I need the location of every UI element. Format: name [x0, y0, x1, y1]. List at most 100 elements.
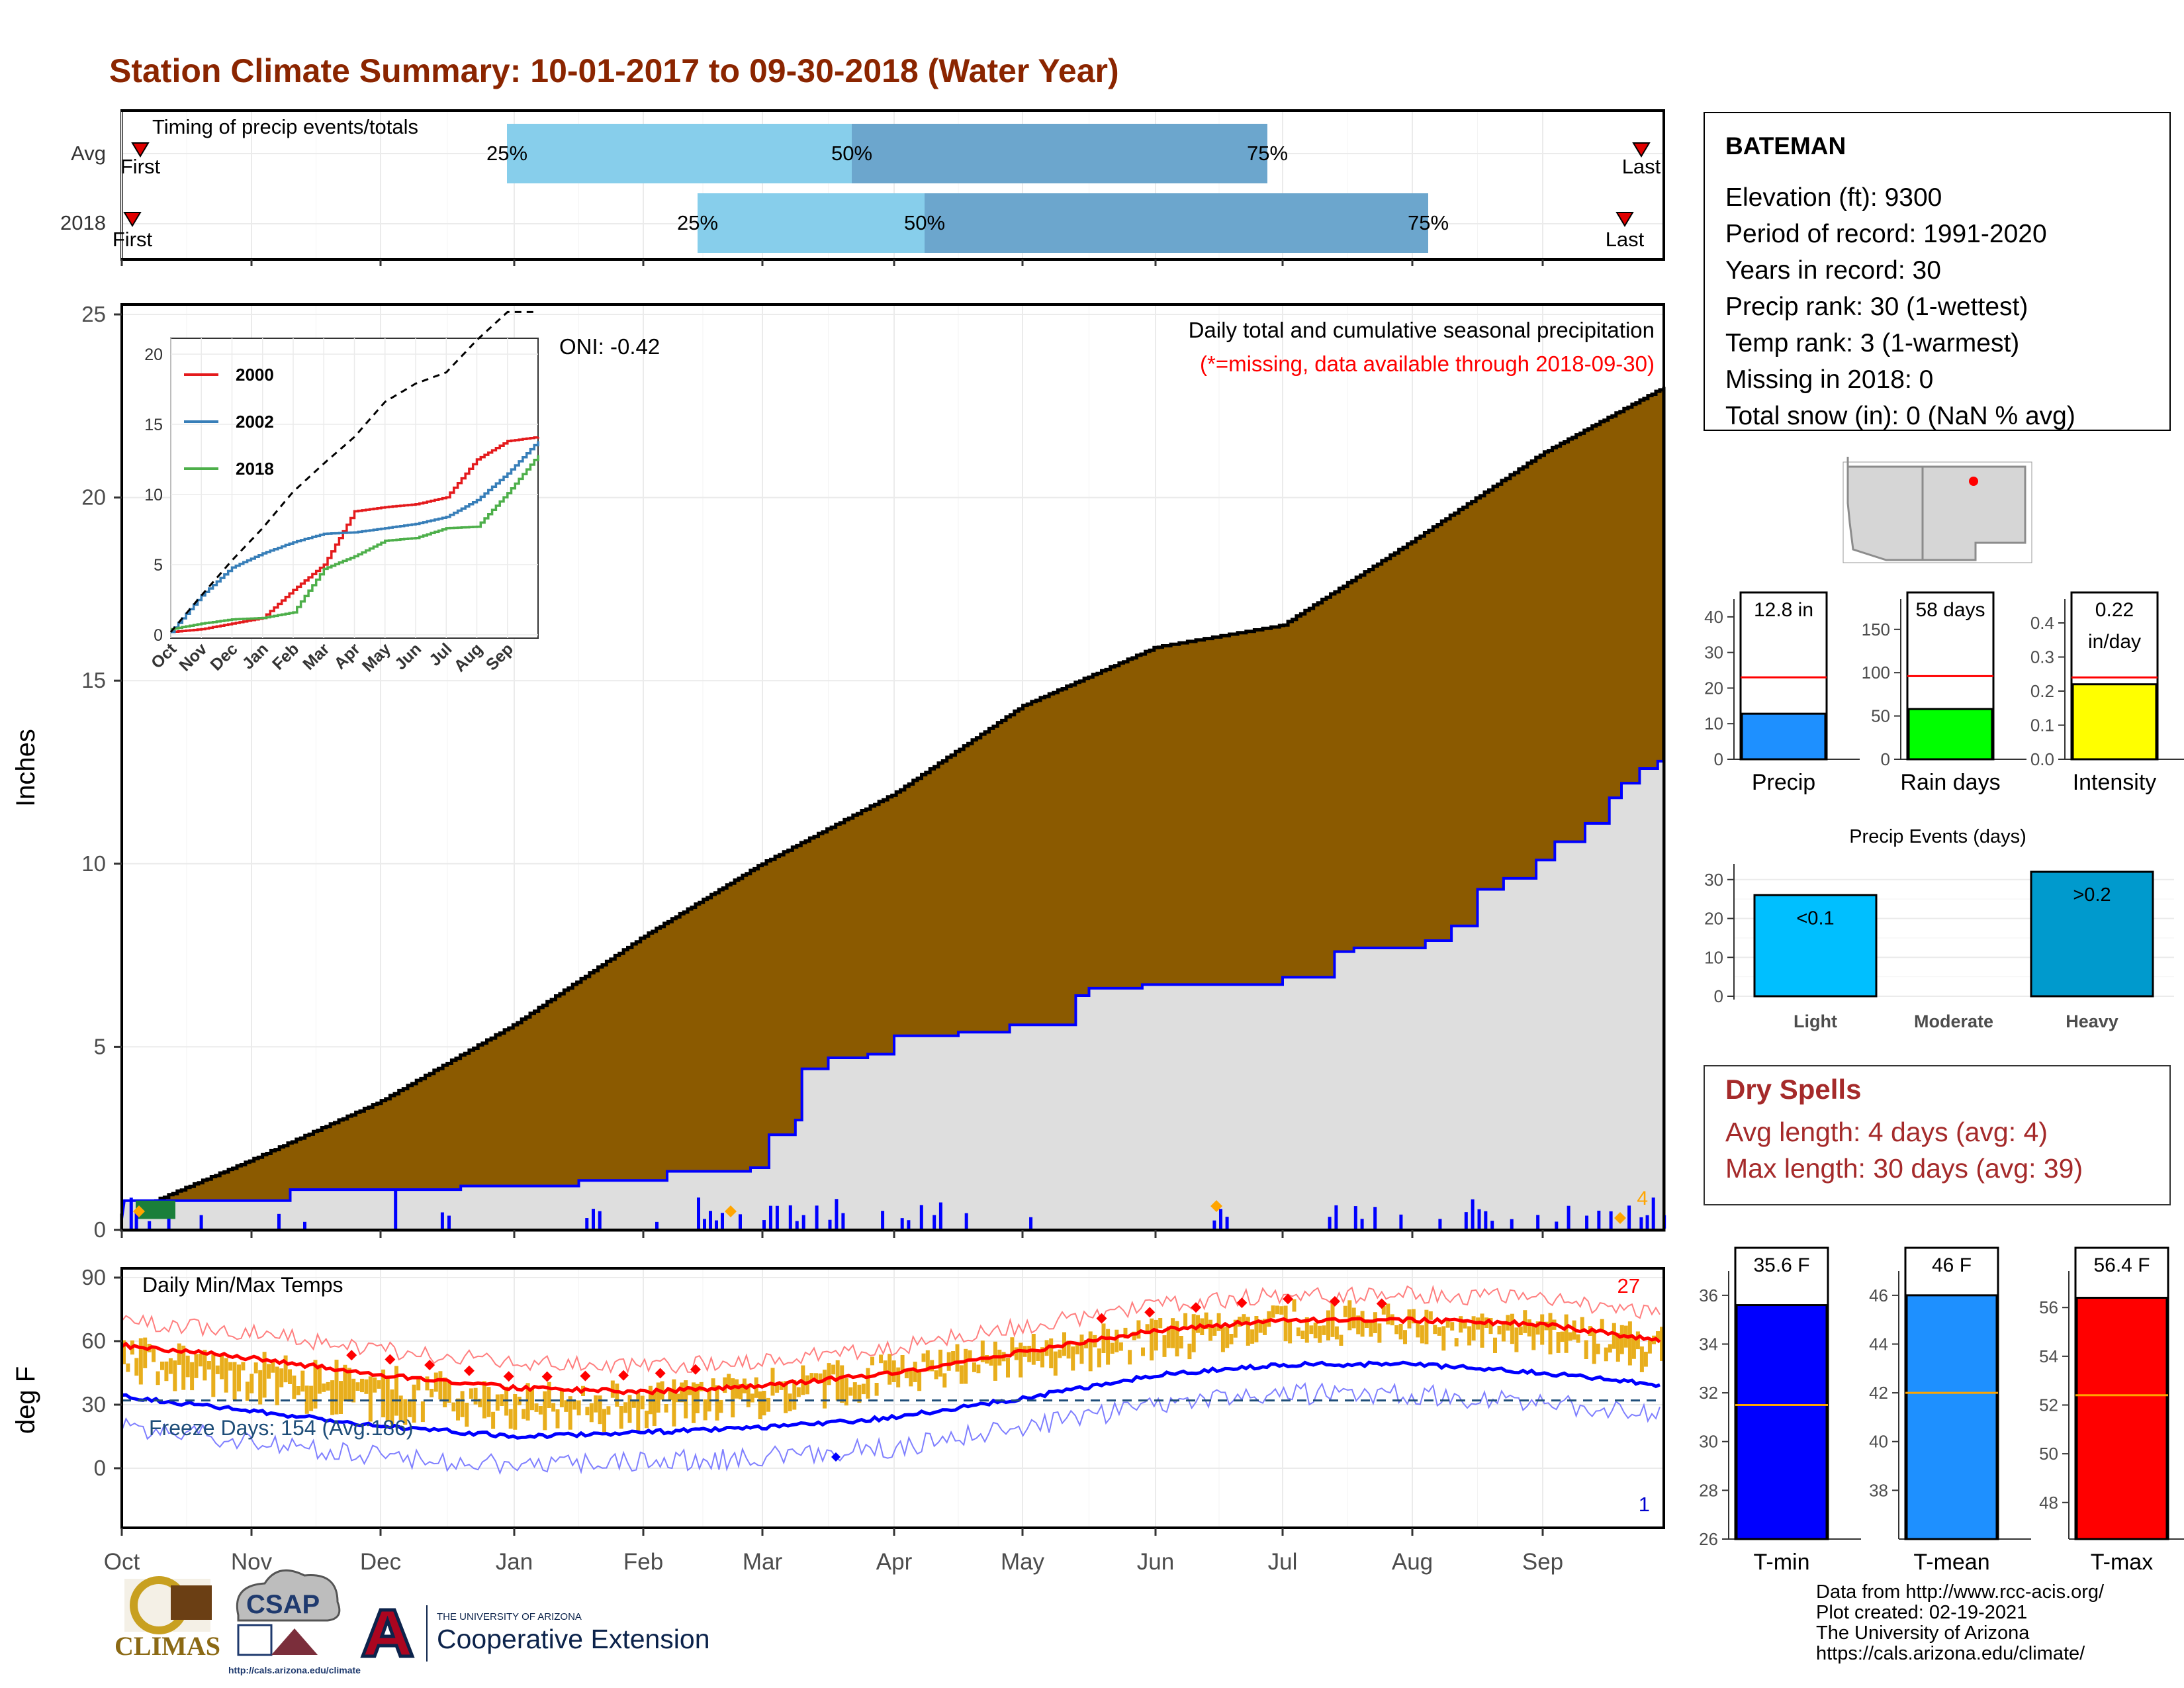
record-high-marker	[1376, 1298, 1387, 1309]
daily-temp-bar	[1123, 1327, 1128, 1338]
month-tick-label: Aug	[1392, 1549, 1433, 1575]
small-y-tick-label: 0.1	[2030, 716, 2054, 735]
daily-temp-bar	[334, 1360, 339, 1415]
dry-spells-frame	[1704, 1065, 2171, 1205]
daily-precip-bar	[788, 1205, 792, 1229]
daily-temp-bar	[473, 1387, 478, 1405]
daily-temp-bar	[615, 1383, 619, 1407]
daily-temp-bar	[1292, 1299, 1297, 1312]
daily-temp-bar	[1531, 1325, 1536, 1350]
inset-grid	[170, 338, 538, 638]
small-y-tick-label: 40	[1704, 607, 1723, 627]
daily-precip-bar	[1328, 1217, 1332, 1229]
daily-temp-bar	[656, 1382, 660, 1413]
inset-y-tick-label: 20	[144, 346, 163, 364]
daily-precip-bar	[1567, 1205, 1570, 1229]
precip-y-tick-label: 10	[81, 851, 106, 876]
daily-temp-bar	[1339, 1335, 1343, 1346]
daily-temp-bar	[870, 1356, 874, 1366]
daily-temp-bar	[750, 1393, 754, 1403]
daily-temp-bar	[1216, 1313, 1221, 1331]
daily-temp-bar	[491, 1411, 496, 1429]
events-bar-label: <0.1	[1796, 908, 1834, 929]
daily-temp-bar	[1079, 1335, 1084, 1364]
intensity-bar: 0.0 0.1 0.2 0.3 0.4 0.22 in/day Intensity	[2030, 591, 2184, 795]
month-tick-label: Jul	[1268, 1549, 1298, 1575]
daily-temp-bar	[377, 1380, 381, 1389]
record-high-marker	[1191, 1302, 1202, 1313]
daily-temp-bar	[594, 1395, 598, 1413]
small-y-tick-label: 100	[1862, 663, 1890, 682]
daily-precip-bar	[148, 1221, 152, 1229]
daily-temp-bar	[1058, 1349, 1062, 1358]
footer-credits: Data from http://www.rcc-acis.org/ Plot …	[1816, 1582, 2104, 1664]
record-high-marker	[1236, 1297, 1248, 1309]
small-bar-value	[2071, 683, 2158, 761]
daily-temp-bar	[602, 1409, 606, 1432]
precip-y-tick-label: 0	[94, 1217, 106, 1242]
daily-temp-bar	[1145, 1324, 1150, 1333]
daily-temp-bar	[1118, 1342, 1123, 1351]
oni-value: ONI: -0.42	[559, 334, 660, 359]
daily-temp-bar	[1075, 1342, 1079, 1354]
first-event-label: First	[120, 155, 161, 178]
daily-temp-bar	[788, 1393, 792, 1411]
events-category-label: Light	[1794, 1011, 1837, 1031]
daily-temp-bar	[1467, 1326, 1472, 1346]
daily-temp-bar	[1437, 1327, 1441, 1336]
daily-temp-bar	[1132, 1331, 1136, 1340]
daily-precip-bar	[881, 1211, 885, 1229]
daily-temp-bar	[1627, 1321, 1632, 1366]
small-y-tick-label: 0.0	[2030, 749, 2054, 769]
record-high-marker	[385, 1354, 396, 1365]
daily-temp-bar	[896, 1367, 901, 1387]
small-bar-value	[1905, 1294, 1998, 1540]
csap-mountain-icon	[271, 1628, 318, 1655]
record-high-marker	[655, 1368, 666, 1379]
daily-temp-bar	[522, 1409, 526, 1419]
daily-temp-bar	[250, 1374, 254, 1393]
daily-precip-bar	[919, 1205, 923, 1229]
daily-temp-bar	[955, 1344, 960, 1372]
dry-spells-max: Max length: 30 days (avg: 39)	[1725, 1153, 2083, 1184]
daily-temp-bar	[904, 1370, 909, 1379]
daily-precip-bar	[795, 1221, 799, 1229]
daily-temp-bar	[980, 1340, 985, 1362]
extreme-precip-marker	[133, 1205, 145, 1217]
month-tick-label: Dec	[360, 1549, 401, 1575]
month-tick-label: Nov	[231, 1549, 273, 1575]
record-high-marker	[618, 1370, 629, 1381]
daily-temp-bar	[598, 1395, 602, 1425]
logos: CLIMAS CSAP http://cals.arizona.edu/clim…	[114, 1569, 710, 1675]
daily-temp-bar	[398, 1395, 403, 1421]
daily-temp-bar	[1576, 1334, 1580, 1343]
daily-precip-bar	[1639, 1217, 1643, 1229]
daily-temp-bar	[300, 1370, 305, 1392]
small-bar-value-label: 58 days	[1915, 599, 1985, 621]
small-y-tick-label: 26	[1699, 1529, 1718, 1549]
csap-bars-icon	[237, 1624, 273, 1656]
rain-days-bar: 0 50 100 150 58 days Rain days	[1862, 591, 2026, 795]
daily-temp-bar	[1381, 1306, 1386, 1315]
daily-temp-bar	[840, 1365, 844, 1403]
daily-temp-bar	[245, 1382, 250, 1401]
daily-temp-bar	[322, 1383, 326, 1392]
extreme-precip-count: 4	[1637, 1188, 1648, 1209]
daily-precip-bar	[303, 1221, 306, 1229]
daily-temp-bar	[1463, 1319, 1467, 1329]
daily-temp-bar	[964, 1348, 968, 1384]
daily-temp-bar	[1445, 1319, 1450, 1328]
daily-precip-bar	[1225, 1217, 1229, 1229]
month-tick-label: May	[1001, 1549, 1045, 1575]
daily-temp-bar	[465, 1403, 469, 1427]
daily-temp-bar	[879, 1354, 884, 1364]
daily-precip-bar	[709, 1211, 712, 1229]
daily-precip-bar	[655, 1221, 659, 1229]
timing-label-75: 75%	[1247, 142, 1288, 165]
small-y-tick-label: 0.2	[2030, 681, 2054, 701]
daily-precip-bar	[1353, 1206, 1357, 1229]
daily-temp-bar	[555, 1409, 560, 1429]
daily-temp-bar	[727, 1374, 731, 1386]
daily-temp-bar	[1010, 1337, 1015, 1356]
precip-panel-frame	[120, 303, 1665, 1231]
